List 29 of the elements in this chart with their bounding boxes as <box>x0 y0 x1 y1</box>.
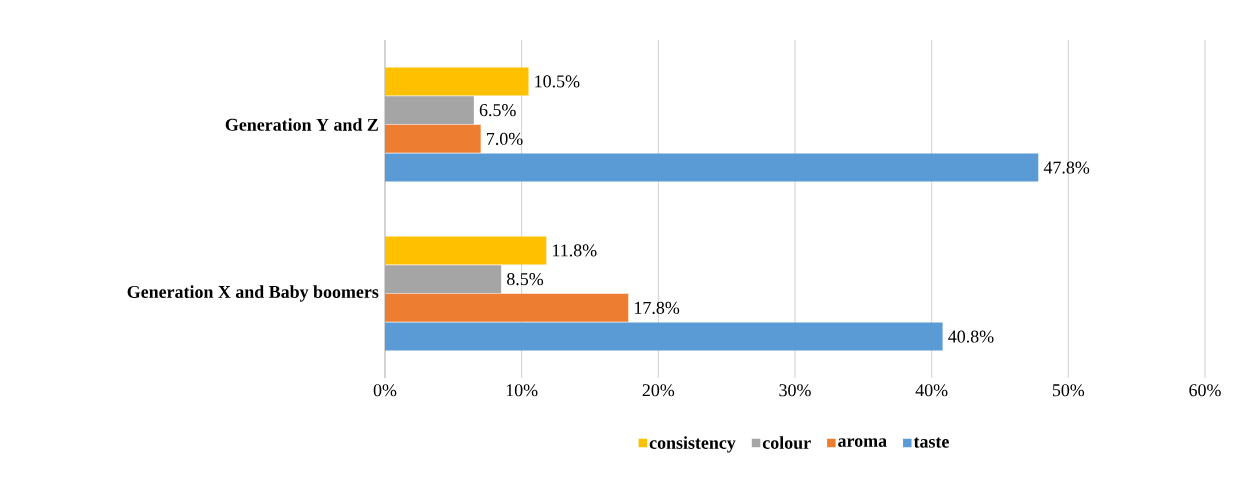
bar <box>385 293 629 322</box>
bar <box>385 322 943 351</box>
bar <box>385 153 1039 182</box>
bar <box>385 265 502 294</box>
legend-label: colour <box>762 436 811 449</box>
data-label: 40.8% <box>948 330 994 343</box>
x-tick-label: 60% <box>1189 384 1221 397</box>
bar <box>385 96 474 125</box>
x-tick-label: 30% <box>779 384 811 397</box>
bar <box>385 67 529 96</box>
legend-label: aroma <box>838 438 887 447</box>
bar <box>385 236 547 265</box>
x-tick-label: 40% <box>915 384 948 397</box>
data-label: 17.8% <box>635 301 680 314</box>
x-tick-label: 20% <box>642 384 675 397</box>
legend-label: taste <box>913 437 949 448</box>
x-tick-label: 10% <box>506 384 538 397</box>
data-label: 6.5% <box>479 104 516 117</box>
data-label: 11.8% <box>553 244 597 257</box>
data-label: 7.0% <box>487 132 523 145</box>
data-label: 10.5% <box>535 75 580 88</box>
data-label: 8.5% <box>507 273 544 286</box>
legend-label: consistency <box>649 436 736 453</box>
x-tick-label: 50% <box>1052 384 1085 397</box>
data-label: 47.8% <box>1043 161 1090 174</box>
x-tick-label: 0% <box>373 384 397 397</box>
bar <box>385 124 481 153</box>
y-tick-label: Generation X and Baby boomers <box>127 285 379 302</box>
y-tick-label: Generation Y and Z <box>225 118 378 131</box>
